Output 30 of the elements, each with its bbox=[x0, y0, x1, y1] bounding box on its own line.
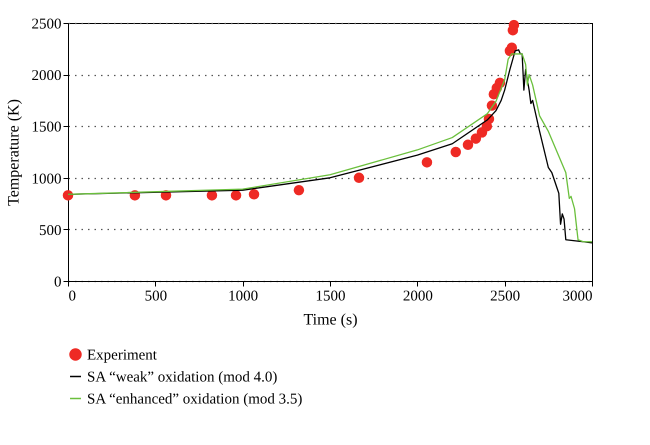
x-axis-title: Time (s) bbox=[303, 312, 358, 328]
point bbox=[62, 190, 74, 201]
point bbox=[470, 133, 482, 144]
point bbox=[294, 184, 304, 196]
point bbox=[422, 157, 432, 168]
x-tick-label: 1000 bbox=[228, 288, 258, 304]
point bbox=[206, 190, 218, 201]
x-tick-label: 3000 bbox=[562, 288, 592, 304]
x-tick-label: 0 bbox=[68, 288, 76, 304]
x-tick-label: 2500 bbox=[490, 288, 520, 304]
point bbox=[450, 146, 462, 158]
legend-label: Experiment bbox=[87, 348, 158, 364]
legend-label: SA “enhanced” oxidation (mod 3.5) bbox=[87, 392, 302, 408]
x-tick-label: 500 bbox=[144, 288, 168, 304]
point bbox=[506, 42, 518, 53]
y-tick-label: 1000 bbox=[32, 171, 62, 188]
y-tick-label: 500 bbox=[39, 222, 62, 239]
point bbox=[462, 140, 474, 150]
point bbox=[230, 190, 242, 201]
y-tick-label: 0 bbox=[54, 274, 62, 290]
point bbox=[248, 189, 260, 200]
x-tick-label: 2000 bbox=[402, 288, 433, 304]
legend-label: SA “weak” oxidation (mod 4.0) bbox=[87, 370, 278, 386]
point bbox=[508, 20, 520, 30]
y-tick-label: 1500 bbox=[32, 120, 62, 136]
y-axis-title: Temperature (K) bbox=[6, 99, 22, 206]
y-tick-label: 2000 bbox=[32, 68, 62, 84]
x-tick-label: 1500 bbox=[316, 288, 346, 304]
y-tick-label: 2500 bbox=[32, 16, 62, 32]
point bbox=[354, 172, 364, 184]
